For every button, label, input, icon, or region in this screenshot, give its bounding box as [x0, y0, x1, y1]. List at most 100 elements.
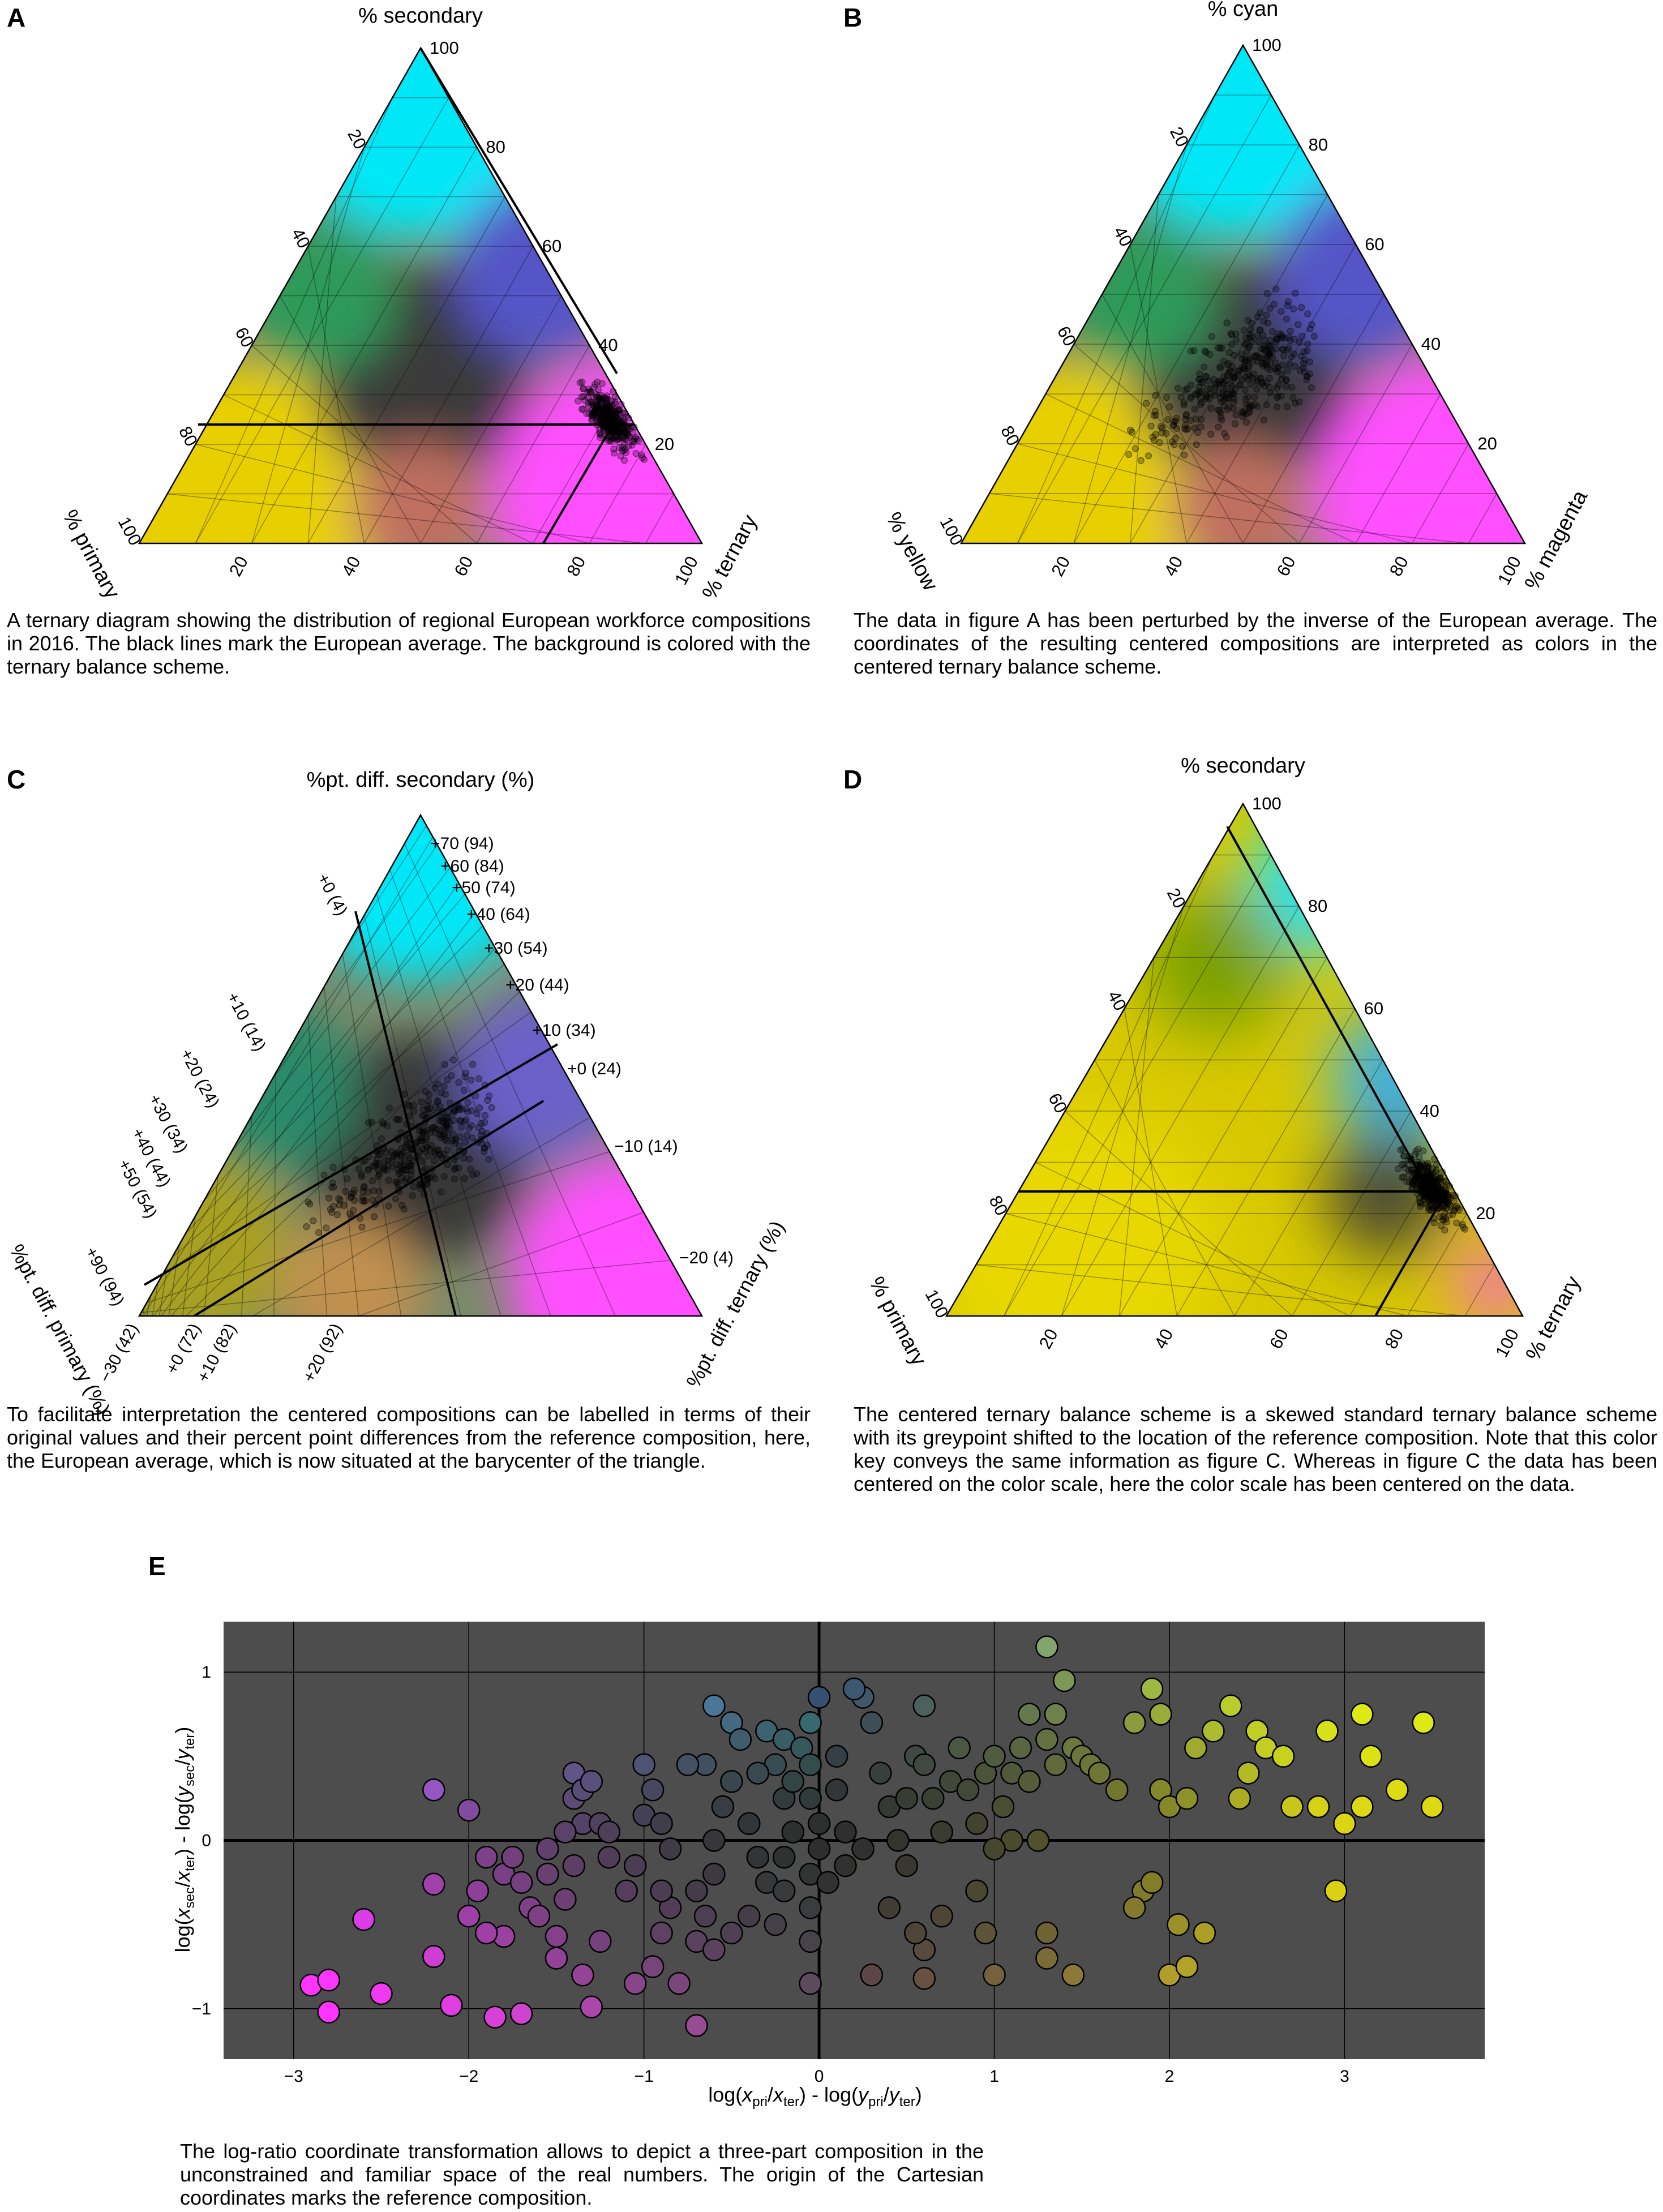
point-b-86 [1194, 428, 1202, 436]
point-d-103 [1425, 1177, 1432, 1185]
point-b-227 [1191, 391, 1199, 398]
point-a-167 [615, 435, 623, 443]
point-d-268 [1433, 1173, 1440, 1181]
point-c-243 [408, 1167, 415, 1174]
data-point-e-164 [983, 1964, 1006, 1987]
point-b-129 [1223, 385, 1231, 393]
point-c-257 [443, 1121, 450, 1128]
point-a-261 [612, 417, 619, 424]
point-b-170 [1196, 370, 1203, 378]
point-b-205 [1266, 349, 1273, 357]
point-b-117 [1230, 398, 1237, 406]
data-point-e-26 [536, 1862, 559, 1886]
point-c-222 [384, 1122, 391, 1130]
point-b-302 [1228, 331, 1235, 338]
point-a-46 [599, 396, 607, 403]
point-b-3 [1306, 325, 1314, 333]
point-a-323 [590, 384, 598, 391]
tick-label-right-c-6: +10 (34) [532, 1021, 596, 1040]
point-c-121 [478, 1120, 485, 1127]
point-b-353 [1151, 408, 1159, 415]
point-a-0 [619, 409, 627, 417]
point-c-233 [375, 1171, 383, 1178]
point-c-339 [481, 1148, 488, 1155]
point-c-350 [439, 1127, 446, 1134]
point-b-152 [1260, 416, 1267, 424]
point-c-8 [455, 1079, 462, 1086]
point-c-186 [431, 1150, 439, 1158]
point-a-244 [596, 429, 603, 437]
point-d-178 [1429, 1184, 1436, 1191]
point-d-258 [1446, 1201, 1453, 1208]
point-c-231 [347, 1194, 354, 1201]
point-d-6 [1412, 1173, 1420, 1180]
point-b-245 [1268, 354, 1276, 361]
point-a-12 [598, 411, 606, 419]
point-d-206 [1439, 1212, 1447, 1220]
data-point-e-116 [1018, 1703, 1041, 1726]
point-c-27 [469, 1134, 476, 1142]
data-point-e-63 [738, 1905, 761, 1928]
data-point-e-69 [772, 1845, 796, 1869]
point-a-109 [609, 413, 616, 421]
point-b-194 [1164, 416, 1172, 423]
point-c-58 [431, 1103, 439, 1111]
point-b-60 [1187, 393, 1195, 401]
point-c-228 [478, 1128, 486, 1135]
point-a-258 [625, 432, 632, 439]
point-a-106 [575, 397, 582, 405]
point-d-109 [1430, 1182, 1437, 1189]
point-a-223 [613, 436, 620, 444]
point-b-94 [1212, 381, 1219, 388]
point-b-246 [1168, 438, 1176, 445]
data-point-e-134 [1202, 1720, 1225, 1743]
point-b-229 [1197, 423, 1205, 431]
point-b-282 [1261, 345, 1268, 353]
data-point-e-1 [317, 1969, 340, 1992]
data-point-e-52 [702, 1829, 726, 1852]
point-a-207 [625, 442, 632, 449]
point-a-105 [598, 404, 606, 411]
point-a-205 [600, 408, 607, 415]
point-b-151 [1198, 388, 1205, 395]
data-point-e-102 [930, 1820, 953, 1844]
point-b-217 [1249, 358, 1256, 365]
data-point-e-25 [527, 1905, 551, 1928]
point-c-226 [330, 1184, 337, 1191]
point-d-189 [1426, 1193, 1433, 1201]
point-d-226 [1449, 1191, 1456, 1199]
point-c-316 [443, 1124, 451, 1131]
tick-label-bottom-d-100: 100 [1491, 1326, 1523, 1361]
point-a-327 [623, 430, 631, 438]
data-point-e-162 [860, 1964, 884, 1987]
tick-label-right-c-0: +70 (94) [430, 834, 494, 853]
data-point-e-120 [1035, 1635, 1058, 1658]
point-a-344 [601, 410, 608, 418]
point-c-207 [418, 1134, 426, 1142]
point-c-241 [440, 1133, 448, 1141]
point-c-273 [475, 1104, 483, 1112]
point-c-351 [360, 1198, 368, 1205]
point-d-204 [1424, 1169, 1431, 1177]
point-a-27 [601, 407, 608, 415]
point-b-315 [1231, 374, 1238, 381]
point-a-272 [618, 428, 626, 436]
point-b-138 [1242, 335, 1250, 342]
point-a-19 [602, 410, 609, 417]
point-d-128 [1434, 1182, 1442, 1190]
point-b-270 [1244, 316, 1251, 324]
point-c-132 [460, 1087, 468, 1094]
point-d-249 [1441, 1209, 1448, 1216]
point-c-246 [346, 1210, 354, 1218]
point-d-45 [1451, 1192, 1459, 1199]
caption-e: The log-ratio coordinate transformation … [180, 2140, 984, 2209]
point-b-93 [1272, 334, 1280, 341]
point-b-220 [1216, 344, 1224, 352]
point-c-131 [350, 1189, 357, 1197]
point-d-290 [1410, 1181, 1417, 1188]
point-c-32 [395, 1181, 402, 1189]
point-b-91 [1297, 352, 1305, 360]
point-b-128 [1283, 403, 1291, 410]
point-c-179 [393, 1152, 401, 1160]
point-a-134 [632, 449, 640, 457]
